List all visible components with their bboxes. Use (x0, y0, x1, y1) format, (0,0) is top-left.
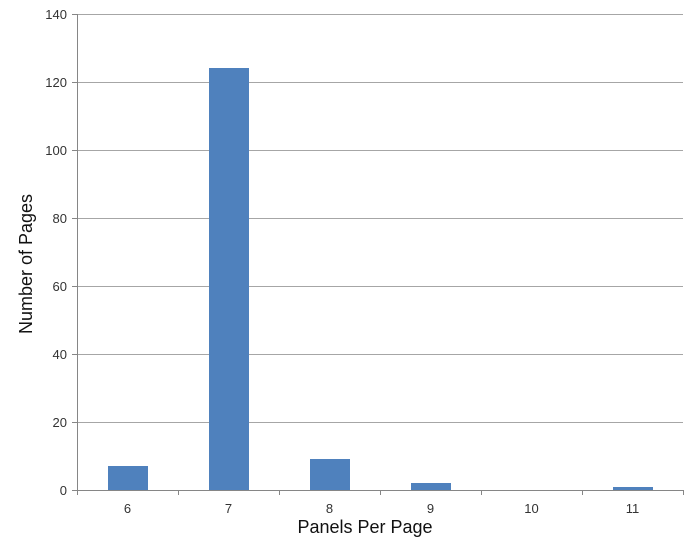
x-tick-label: 8 (326, 501, 333, 516)
y-tick-label: 120 (45, 75, 67, 90)
x-tick-label: 11 (626, 501, 640, 516)
x-tick-label: 9 (427, 501, 434, 516)
bar-7 (209, 68, 249, 490)
y-axis-title: Number of Pages (16, 194, 36, 334)
x-tick-label: 6 (124, 501, 131, 516)
bar-8 (310, 459, 350, 490)
y-tick-label: 80 (53, 211, 67, 226)
axes (72, 14, 684, 495)
bar-6 (108, 466, 148, 490)
x-tick-label: 7 (225, 501, 232, 516)
y-tick-label: 60 (53, 279, 67, 294)
gridlines (77, 14, 683, 423)
y-tick-label: 20 (53, 415, 67, 430)
bar-11 (613, 487, 653, 490)
y-tick-label: 0 (60, 483, 67, 498)
bar-9 (411, 483, 451, 490)
x-tick-labels: 6 7 8 9 10 11 (124, 501, 639, 516)
y-tick-label: 100 (45, 143, 67, 158)
x-axis-title: Panels Per Page (297, 517, 432, 537)
x-tick-label: 10 (524, 501, 538, 516)
y-tick-labels: 0 20 40 60 80 100 120 140 (45, 7, 67, 498)
bars (108, 68, 653, 490)
y-tick-label: 140 (45, 7, 67, 22)
y-tick-label: 40 (53, 347, 67, 362)
